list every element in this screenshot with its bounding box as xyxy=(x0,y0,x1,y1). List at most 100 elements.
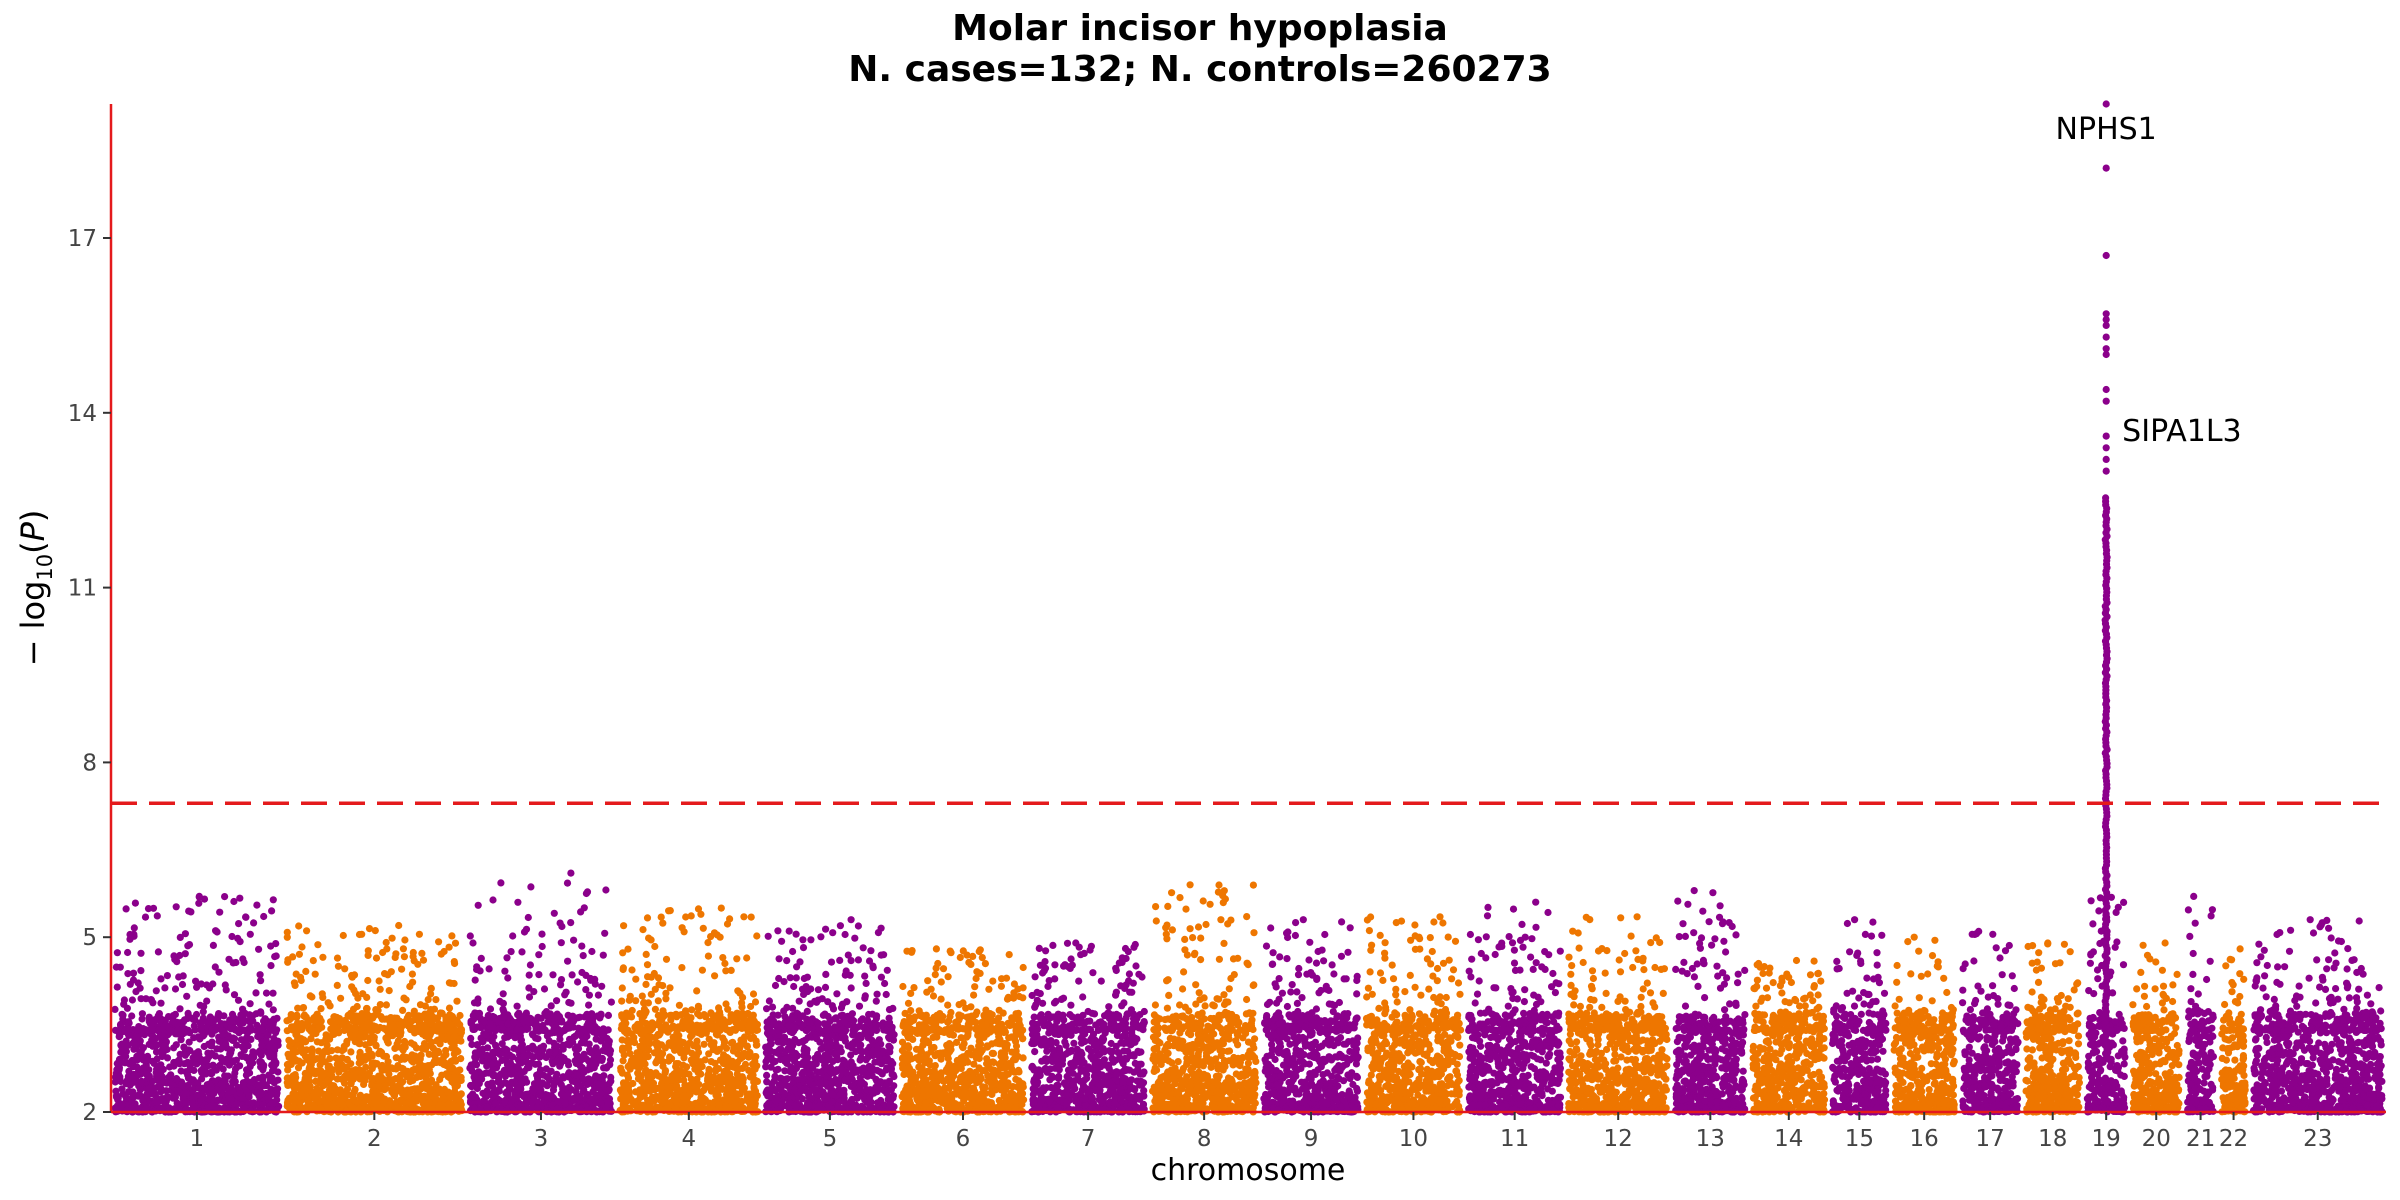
chr1-point xyxy=(229,1087,237,1095)
chr3-point xyxy=(471,1058,479,1067)
chr1-point xyxy=(161,984,169,992)
chr4-point xyxy=(749,990,758,998)
chr2-point xyxy=(301,1079,309,1087)
chr2-point xyxy=(368,1081,376,1089)
chr1-point xyxy=(207,1102,215,1110)
chr1-point xyxy=(268,1025,276,1033)
chr1-point xyxy=(144,1056,152,1064)
chr3-point xyxy=(500,1079,508,1087)
chr4-point xyxy=(707,933,715,941)
chart-title-main: Molar incisor hypoplasia xyxy=(952,8,1448,49)
chr1-point xyxy=(231,1078,239,1086)
chr1-point xyxy=(213,928,221,936)
chr1-point xyxy=(133,1063,141,1071)
chr3-point xyxy=(580,1068,588,1076)
chr4-point xyxy=(619,964,628,972)
chr1-point xyxy=(230,1025,238,1033)
chr1-point xyxy=(126,980,134,988)
chr4-point xyxy=(699,924,707,932)
chr3-point xyxy=(486,1019,494,1027)
chr3-point xyxy=(557,1081,565,1089)
chr2-point xyxy=(418,1095,426,1103)
chr2-point xyxy=(405,1017,413,1025)
chr1-point xyxy=(260,1061,268,1069)
chr4-point xyxy=(715,1101,723,1109)
chr3-point xyxy=(558,1053,566,1061)
chr1-point xyxy=(233,1100,241,1108)
chr1-point xyxy=(267,942,275,950)
chr2-point xyxy=(364,947,372,955)
chr5-point xyxy=(791,1035,799,1044)
chr1-point xyxy=(218,1055,226,1064)
chr2-point xyxy=(407,1070,415,1078)
chr1-point xyxy=(214,1096,222,1105)
chr1-point xyxy=(267,962,275,970)
chr4-point xyxy=(638,1036,647,1044)
chr3-point xyxy=(534,1060,543,1068)
chr1-point xyxy=(178,1081,186,1089)
chr4-point xyxy=(620,1081,628,1089)
chr3-point xyxy=(601,929,609,937)
chr3-point xyxy=(499,990,507,998)
chr1-point xyxy=(123,1004,131,1012)
chr2-point xyxy=(321,1047,329,1055)
chr3-point xyxy=(574,978,582,986)
chr3-point xyxy=(582,986,590,994)
chr1-point xyxy=(182,1089,190,1097)
chr2-point xyxy=(418,949,426,958)
chr4-point xyxy=(665,1101,673,1110)
chr4-point xyxy=(631,1100,639,1108)
chr1-point xyxy=(269,989,277,997)
chr1-point xyxy=(203,1056,211,1064)
chr1-point xyxy=(250,1053,258,1061)
chr3-point xyxy=(553,997,561,1005)
chr3-point xyxy=(570,1078,579,1086)
chr1-point xyxy=(170,1044,178,1052)
chr2-point xyxy=(447,1038,455,1046)
chr1-point xyxy=(264,1094,272,1102)
chr4-point xyxy=(622,1044,630,1052)
chr1-point xyxy=(174,1026,182,1034)
chr1-point xyxy=(170,952,178,960)
chr4-point xyxy=(727,1011,735,1019)
chr2-point xyxy=(427,984,435,993)
chr4-point xyxy=(726,1083,735,1091)
chr4-point xyxy=(753,1041,761,1049)
chr4-point xyxy=(731,1062,739,1070)
chr3-point xyxy=(488,1079,496,1087)
chr1-point xyxy=(245,1092,253,1100)
chr1-point xyxy=(153,1099,161,1107)
chr2-point xyxy=(298,1092,306,1100)
chr3-point xyxy=(469,1024,477,1032)
chr2-point xyxy=(425,1009,434,1017)
chr1-point xyxy=(217,1020,225,1028)
chr3-point xyxy=(586,1025,594,1033)
chr4-point xyxy=(645,1046,653,1054)
chr4-point xyxy=(750,1083,758,1091)
chr4-point xyxy=(713,931,721,939)
chr4-point xyxy=(642,950,650,959)
chr4-point xyxy=(680,1085,688,1093)
chr2-point xyxy=(350,1096,358,1105)
chr4-point xyxy=(738,1041,746,1049)
chr4-point xyxy=(705,1066,713,1075)
chr1-point xyxy=(137,995,145,1003)
chr2-point xyxy=(311,1095,319,1103)
chr2-point xyxy=(375,1075,383,1083)
chr4-point xyxy=(708,1085,716,1093)
chr2-point xyxy=(454,1048,462,1056)
chr3-point xyxy=(471,1070,479,1078)
chr2-point xyxy=(392,1102,400,1110)
chr1-point xyxy=(152,1048,161,1056)
chr1-point xyxy=(252,989,260,997)
chr1-point xyxy=(241,1104,249,1112)
chr1-point xyxy=(171,985,180,993)
chr2-point xyxy=(309,957,317,965)
chr2-point xyxy=(301,1052,309,1060)
chr3-point xyxy=(520,928,529,936)
chr1-point xyxy=(154,948,162,956)
chr4-point xyxy=(736,1090,744,1098)
chr2-point xyxy=(393,1040,401,1048)
chr2-point xyxy=(361,1076,369,1084)
chr4-point xyxy=(693,987,701,995)
